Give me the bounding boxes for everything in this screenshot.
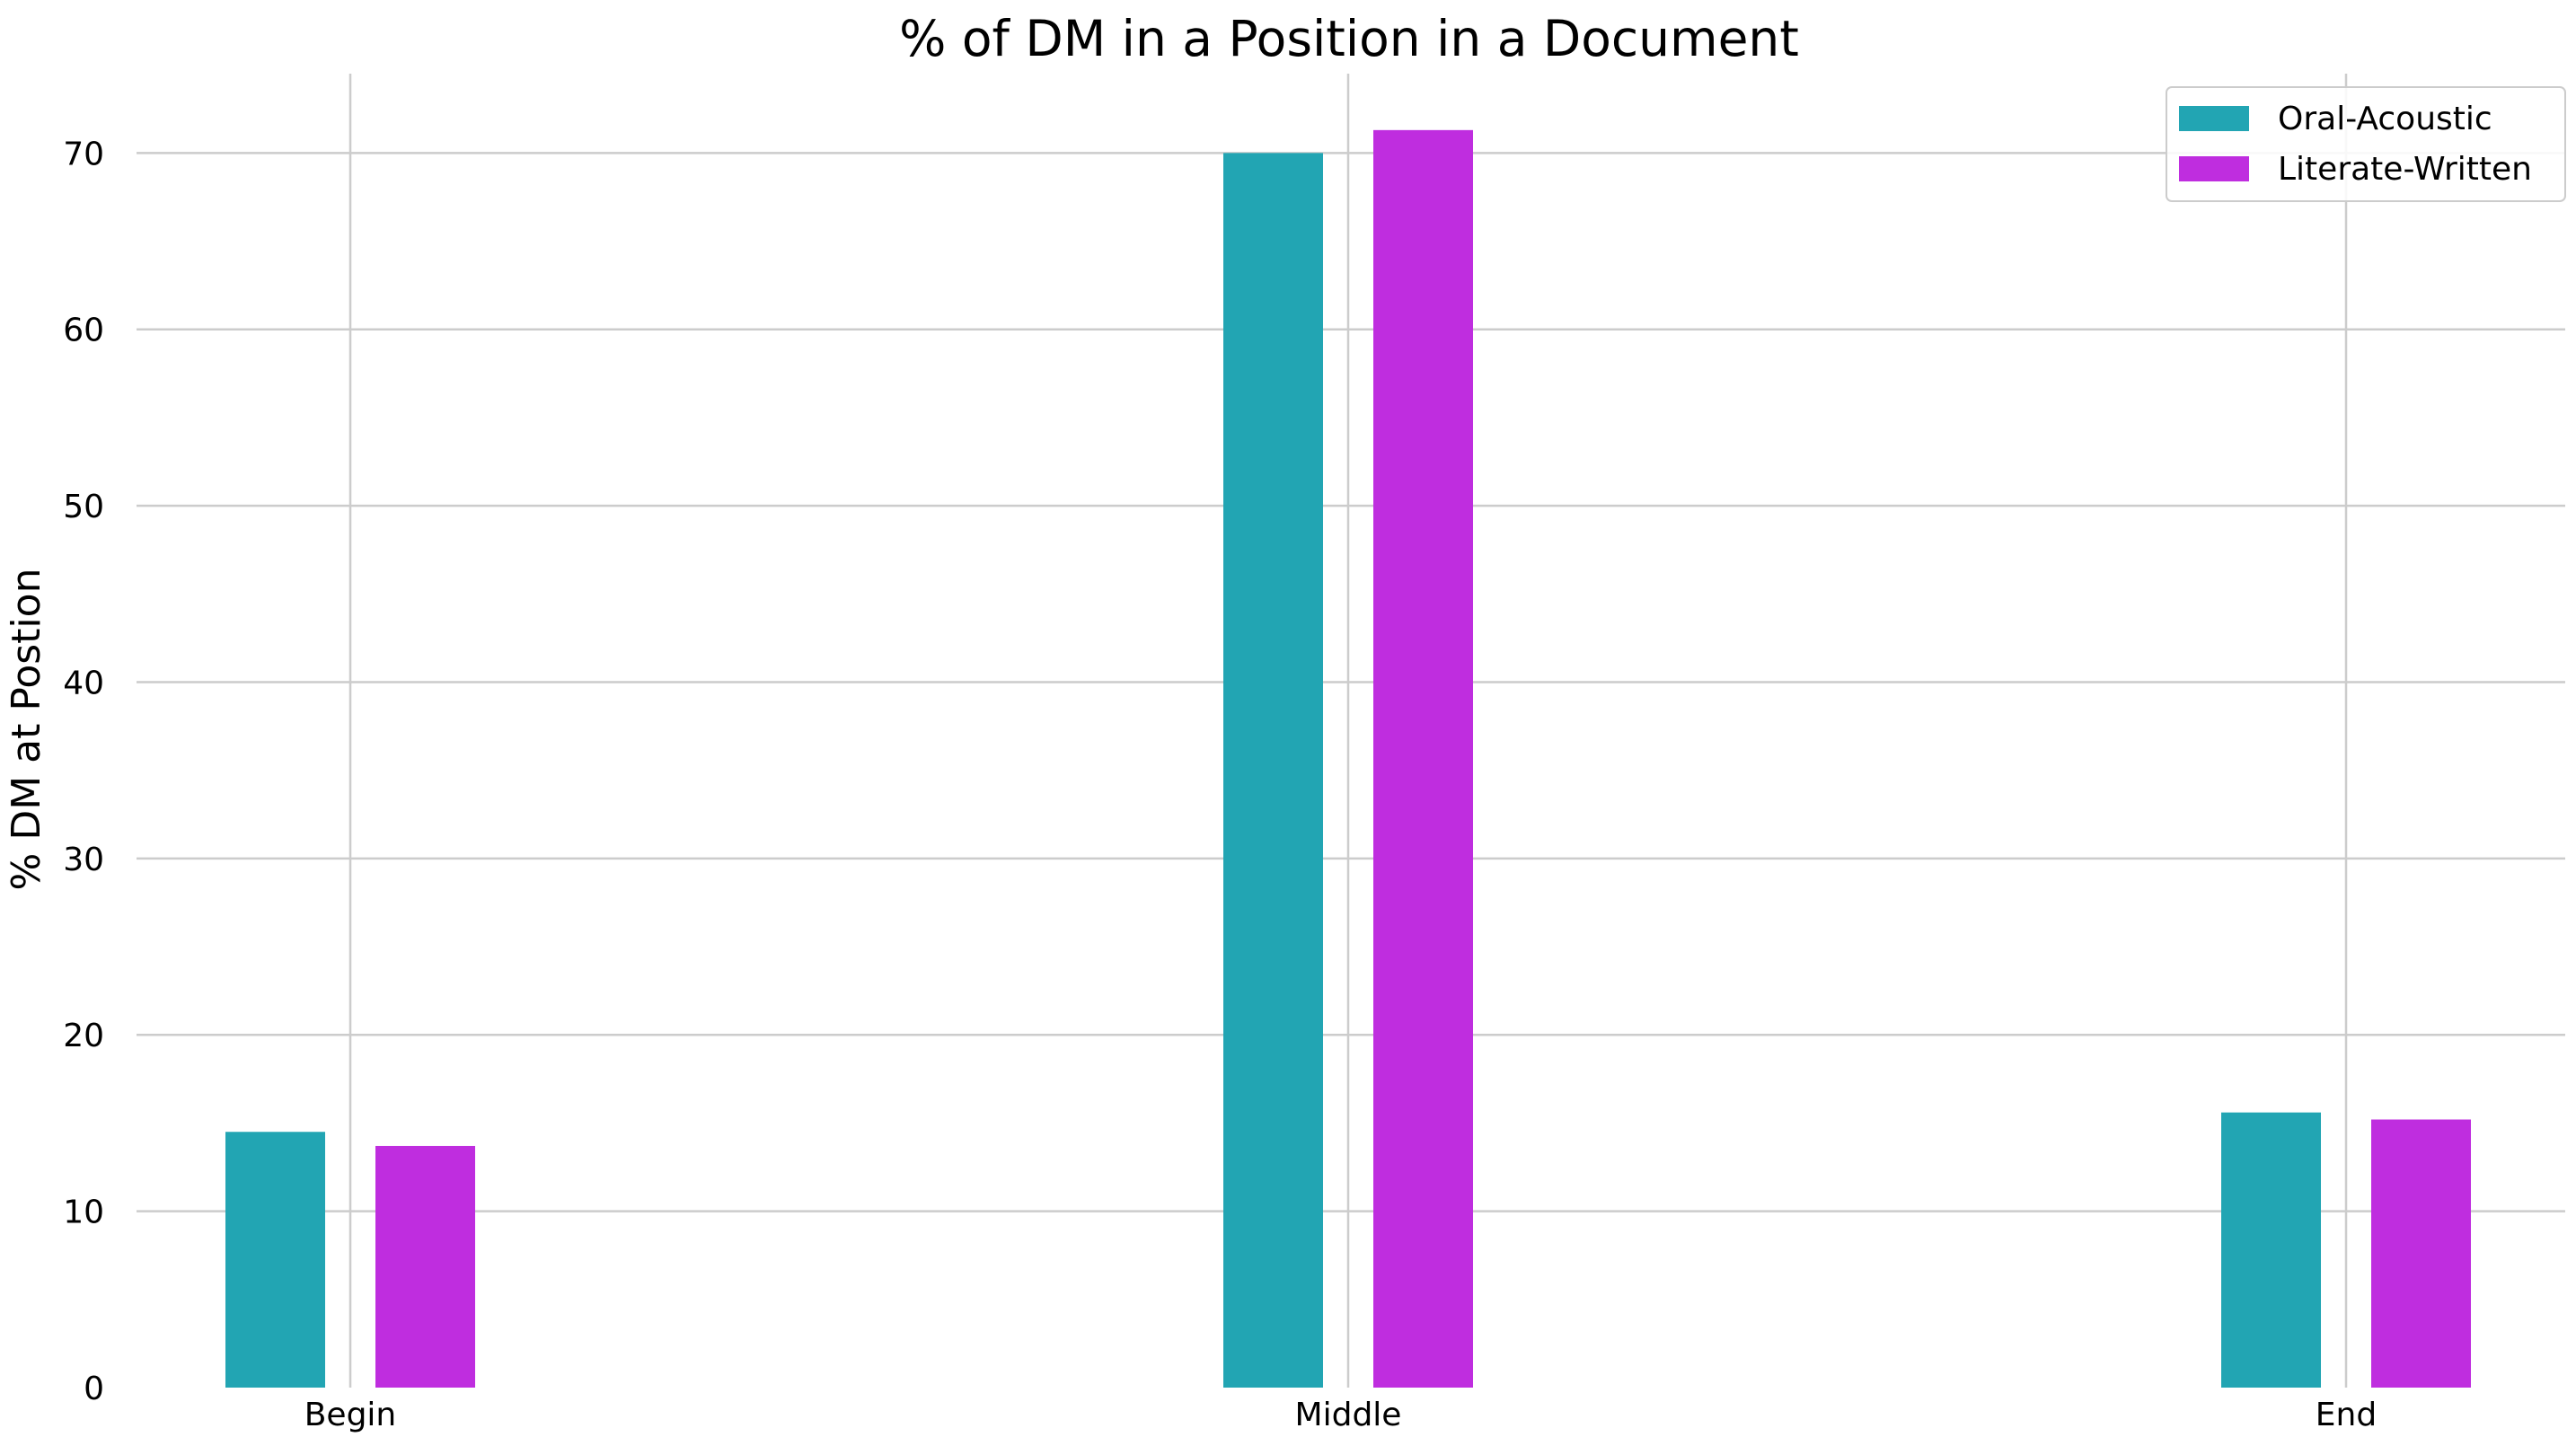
bar-oral-acoustic-end [2221, 1112, 2321, 1388]
legend-swatch-literate-written [2179, 156, 2249, 181]
grid [137, 74, 2565, 1388]
legend-swatch-oral-acoustic [2179, 106, 2249, 131]
y-axis-label: % DM at Postion [4, 569, 49, 891]
y-tick-label: 40 [63, 665, 104, 701]
y-tick-label: 70 [63, 136, 104, 172]
y-tick-label: 0 [84, 1371, 104, 1407]
y-tick-label: 50 [63, 489, 104, 525]
y-tick-label: 10 [63, 1195, 104, 1231]
y-tick-label: 20 [63, 1018, 104, 1054]
legend: Oral-Acoustic Literate-Written [2166, 86, 2566, 202]
chart-title: % of DM in a Position in a Document [899, 10, 1799, 67]
y-tick-label: 30 [63, 842, 104, 878]
bar-literate-written-begin [375, 1145, 475, 1388]
legend-frame [2166, 86, 2566, 202]
bars [225, 129, 2471, 1388]
x-tick-label: End [2316, 1397, 2377, 1433]
bar-oral-acoustic-middle [1223, 153, 1323, 1388]
x-tick-label: Begin [304, 1397, 397, 1433]
bar-literate-written-middle [1373, 129, 1473, 1388]
legend-label-literate-written: Literate-Written [2278, 151, 2532, 188]
y-tick-label: 60 [63, 313, 104, 349]
tick-labels: 0 10 20 30 40 50 60 70 Begin Middle End [63, 136, 2377, 1433]
legend-label-oral-acoustic: Oral-Acoustic [2278, 101, 2492, 137]
bar-literate-written-end [2371, 1119, 2471, 1388]
bar-oral-acoustic-begin [225, 1132, 325, 1388]
x-tick-label: Middle [1295, 1397, 1402, 1433]
